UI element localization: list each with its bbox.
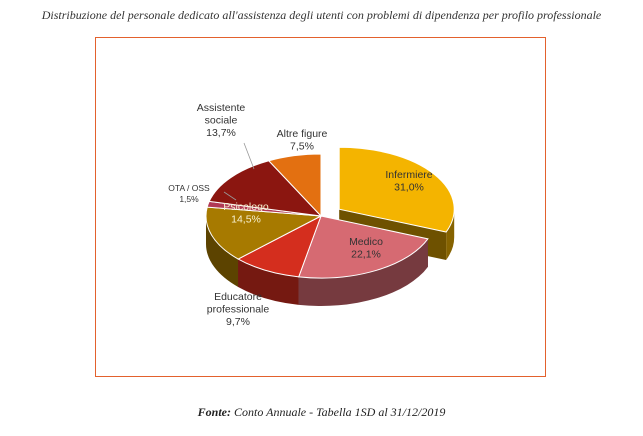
slice-label-medico: Medico 22,1% [349, 236, 383, 261]
chart-frame: Infermiere 31,0% Medico 22,1% Educatore profe… [95, 37, 546, 377]
pie-slice-altre-figure [267, 153, 322, 218]
slice-label-ota-oss: OTA / OSS 1,5% [168, 183, 210, 204]
pie-slice-assistente-sociale [208, 160, 323, 217]
source-text: Conto Annuale - Tabella 1SD al 31/12/201… [234, 405, 446, 419]
slice-label-infermiere: Infermiere 31,0% [385, 169, 432, 194]
leader-line-assistente-sociale [243, 142, 255, 170]
pie-side-educatore-professionale [238, 259, 299, 305]
slice-label-psicologo: Psicologo 14,5% [223, 201, 269, 226]
pie-chart: Infermiere 31,0% Medico 22,1% Educatore profe… [168, 102, 455, 328]
pie-slice-medico [298, 215, 429, 279]
pie-slice-infermiere [338, 146, 455, 233]
pie-tops [205, 146, 455, 279]
pie-side-medico [298, 238, 428, 306]
slice-label-educatore-professionale: Educatore professionale 9,7% [207, 291, 270, 328]
pie-side-psicologo [206, 216, 239, 288]
slice-label-assistente-sociale: Assistente sociale 13,7% [197, 102, 246, 139]
leader-line-ota-oss [223, 191, 237, 201]
slice-label-altre-figure: Altre figure 7,5% [277, 128, 328, 153]
pie-slice-psicologo [205, 206, 323, 260]
source-line: Fonte: Conto Annuale - Tabella 1SD al 31… [0, 405, 643, 420]
pie-labels: Infermiere 31,0% Medico 22,1% Educatore profe… [168, 102, 433, 328]
page-title: Distribuzione del personale dedicato all… [41, 8, 602, 22]
source-prefix: Fonte: [197, 405, 231, 419]
